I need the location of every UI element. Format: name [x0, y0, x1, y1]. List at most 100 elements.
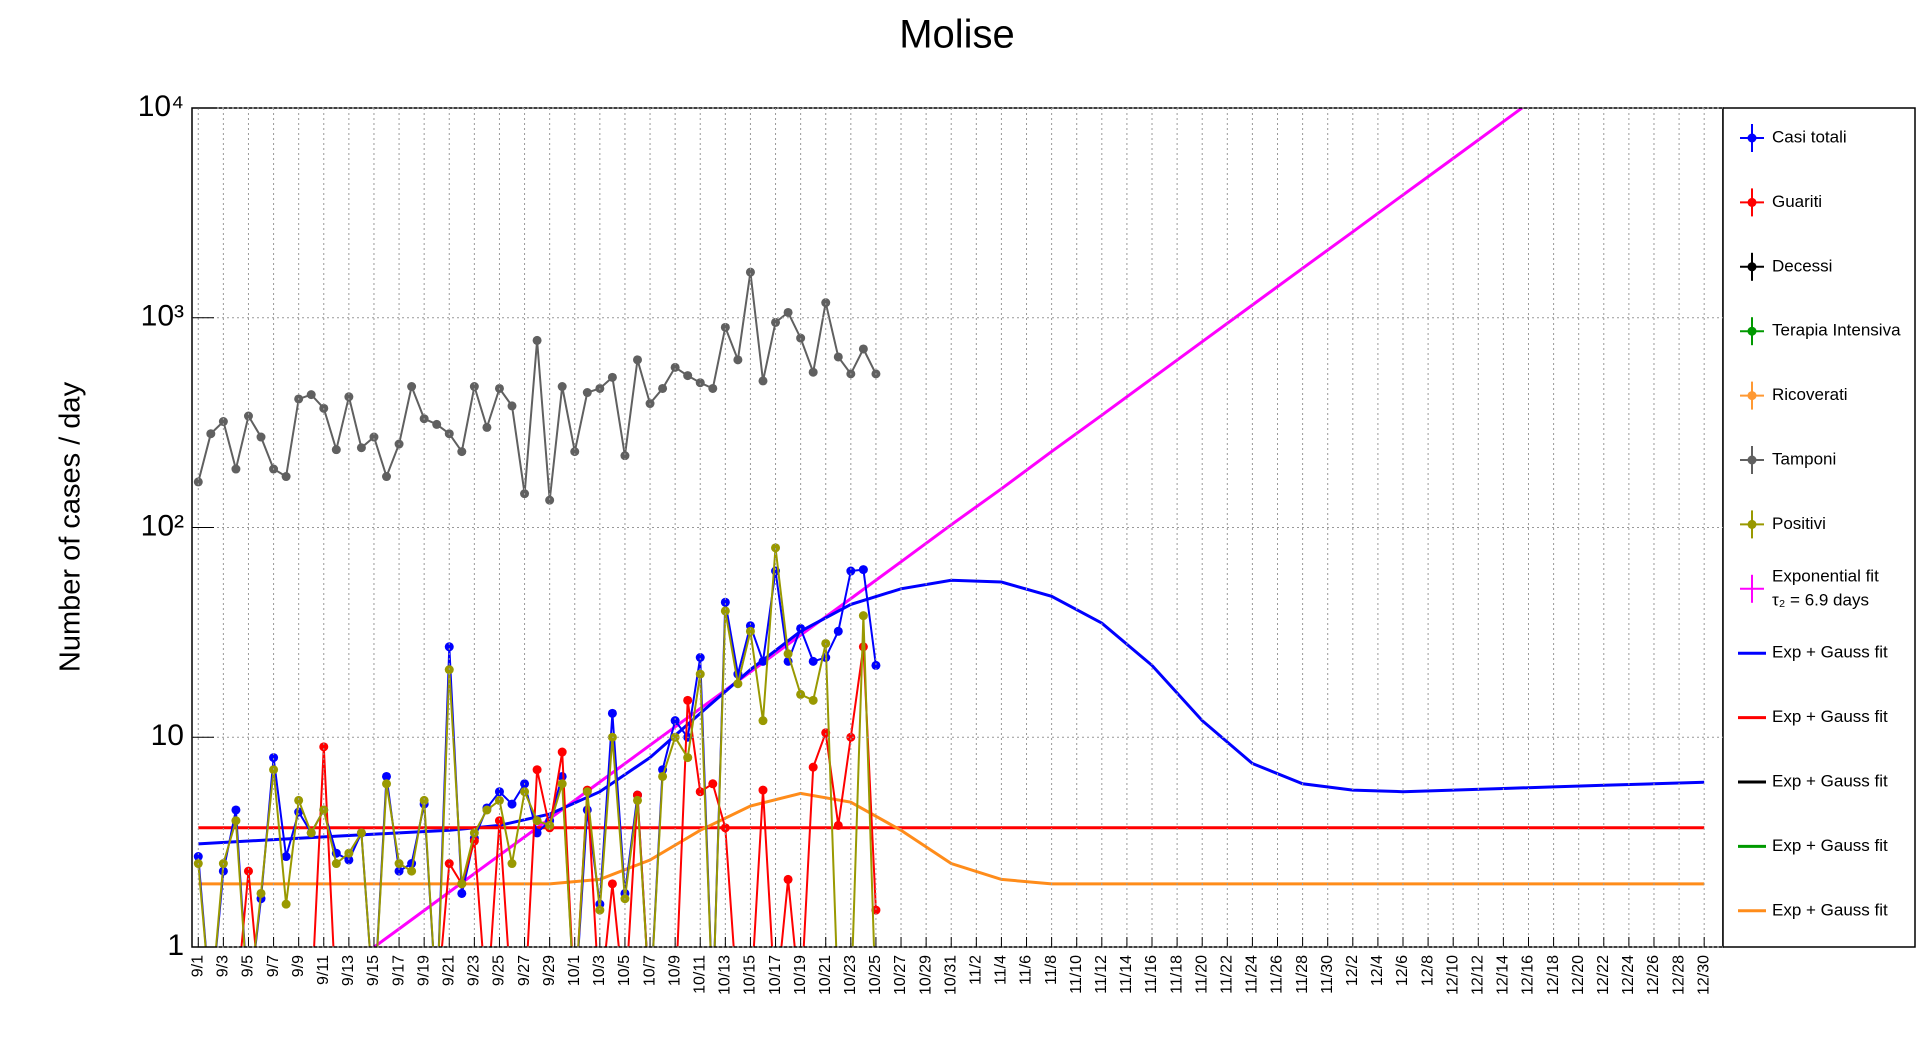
data-point [595, 905, 605, 915]
x-tick-label: 12/16 [1520, 955, 1537, 995]
data-point [733, 679, 743, 689]
x-tick-label: 9/1 [189, 955, 206, 977]
data-point [281, 899, 291, 909]
x-tick-label: 12/20 [1570, 955, 1587, 995]
data-point [708, 779, 718, 789]
data-point [407, 382, 417, 392]
data-point [557, 382, 567, 392]
data-point [771, 543, 781, 553]
data-point [382, 779, 392, 789]
data-point [607, 372, 617, 382]
data-point [620, 451, 630, 461]
data-point [670, 732, 680, 742]
data-point [319, 742, 329, 752]
data-point [545, 495, 555, 505]
x-tick-label: 9/23 [466, 955, 483, 986]
x-tick-label: 9/21 [440, 955, 457, 986]
legend-label: Ricoverati [1772, 385, 1848, 404]
x-tick-label: 11/22 [1219, 955, 1236, 994]
x-tick-label: 10/19 [792, 955, 809, 995]
x-tick-label: 10/3 [591, 955, 608, 986]
x-tick-label: 9/5 [240, 955, 257, 977]
data-point [269, 753, 279, 763]
data-point [632, 795, 642, 805]
data-point [469, 828, 479, 838]
x-tick-label: 9/19 [415, 955, 432, 986]
x-tick-label: 12/28 [1670, 955, 1687, 995]
x-tick-label: 10/17 [767, 955, 784, 995]
data-point [457, 447, 467, 457]
data-point [821, 298, 831, 308]
y-tick-label: 10⁴ [138, 90, 184, 123]
x-tick-label: 12/26 [1645, 955, 1662, 995]
legend-symbol [1747, 391, 1757, 401]
x-tick-label: 11/10 [1068, 955, 1085, 994]
x-tick-label: 9/29 [541, 955, 558, 986]
data-point [670, 362, 680, 372]
data-point [494, 816, 504, 826]
chart-title: Molise [899, 13, 1015, 57]
legend-label: Casi totali [1772, 127, 1847, 146]
data-point [469, 382, 479, 392]
x-tick-label: 9/3 [215, 955, 232, 977]
x-tick-label: 11/6 [1018, 955, 1035, 985]
data-point [193, 477, 203, 487]
x-tick-label: 11/30 [1319, 955, 1336, 994]
data-point [419, 795, 429, 805]
x-tick-label: 11/24 [1244, 955, 1261, 994]
x-tick-label: 12/2 [1344, 955, 1361, 986]
x-tick-label: 10/15 [742, 955, 759, 995]
data-point [871, 660, 881, 670]
x-tick-label: 11/18 [1168, 955, 1185, 994]
data-point [720, 606, 730, 616]
data-point [745, 267, 755, 277]
data-point [532, 816, 542, 826]
data-point [683, 753, 693, 763]
data-point [758, 785, 768, 795]
data-point [382, 771, 392, 781]
data-point [771, 317, 781, 327]
x-tick-label: 10/23 [842, 955, 859, 995]
data-point [356, 443, 366, 453]
data-point [331, 859, 341, 869]
legend-label: Tamponi [1772, 449, 1836, 468]
data-point [808, 695, 818, 705]
data-point [720, 823, 730, 833]
data-point [281, 852, 291, 862]
data-point [683, 371, 693, 381]
legend-symbol [1747, 326, 1757, 336]
x-tick-label: 9/11 [315, 955, 332, 985]
data-point [482, 422, 492, 432]
data-point [193, 852, 203, 862]
data-point [356, 828, 366, 838]
data-point [256, 432, 266, 442]
data-point [783, 649, 793, 659]
data-point [394, 866, 404, 876]
data-point [733, 355, 743, 365]
data-point [695, 787, 705, 797]
data-point [231, 464, 241, 474]
data-point [846, 566, 856, 576]
data-point [306, 390, 316, 400]
legend-symbol [1747, 262, 1757, 272]
x-tick-label: 12/30 [1695, 955, 1712, 995]
x-tick-label: 10/5 [616, 955, 633, 986]
legend-symbol [1747, 455, 1757, 465]
x-tick-label: 11/4 [993, 955, 1010, 985]
data-point [444, 642, 454, 652]
data-point [532, 335, 542, 345]
x-tick-label: 12/18 [1545, 955, 1562, 995]
x-tick-label: 10/21 [817, 955, 834, 995]
x-tick-label: 9/15 [365, 955, 382, 986]
data-point [369, 432, 379, 442]
data-point [206, 429, 216, 439]
y-tick-label: 10 [151, 719, 184, 752]
data-point [281, 472, 291, 482]
data-point [507, 799, 517, 809]
data-point [607, 708, 617, 718]
data-point [858, 565, 868, 575]
data-point [582, 388, 592, 398]
data-point [808, 762, 818, 772]
data-point [494, 787, 504, 797]
